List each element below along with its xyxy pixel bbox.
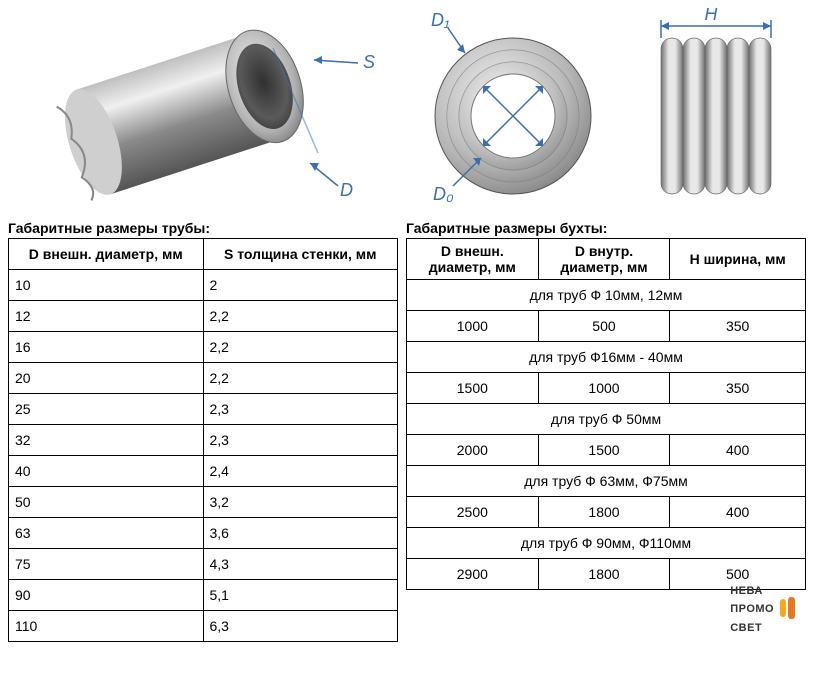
table-row: 122,2 (9, 301, 398, 332)
group-label: для труб Ф16мм - 40мм (407, 342, 806, 373)
cell-d-out: 2000 (407, 435, 539, 466)
table-row: 1000500350 (407, 311, 806, 342)
cell-d-in: 500 (538, 311, 670, 342)
table-row: 162,2 (9, 332, 398, 363)
table-left-title: Габаритные размеры трубы: (8, 220, 398, 236)
cell-d: 40 (9, 456, 204, 487)
cell-d-in: 1500 (538, 435, 670, 466)
cell-s: 2,3 (203, 394, 398, 425)
label-d1: D₁ (431, 10, 450, 30)
diagram-ring: D₁ D₀ (398, 8, 628, 208)
cell-d: 12 (9, 301, 204, 332)
table-row: 202,2 (9, 363, 398, 394)
table-pipe-sizes: D внешн. диаметр, мм S толщина стенки, м… (8, 238, 398, 642)
cell-d-out: 2900 (407, 559, 539, 590)
col-header: S толщина стенки, мм (203, 239, 398, 270)
cell-s: 2,4 (203, 456, 398, 487)
table-row: 402,4 (9, 456, 398, 487)
cell-s: 3,2 (203, 487, 398, 518)
cell-h: 350 (670, 373, 806, 404)
cell-s: 2,2 (203, 332, 398, 363)
logo: НЕВА ПРОМО СВЕТ (730, 582, 796, 634)
table-group-label-row: для труб Ф 10мм, 12мм (407, 280, 806, 311)
cell-d: 63 (9, 518, 204, 549)
cell-d: 16 (9, 332, 204, 363)
group-label: для труб Ф 90мм, Ф110мм (407, 528, 806, 559)
cell-d-out: 2500 (407, 497, 539, 528)
cell-d: 20 (9, 363, 204, 394)
cell-d: 90 (9, 580, 204, 611)
table-row: 252,3 (9, 394, 398, 425)
table-row: 503,2 (9, 487, 398, 518)
table-group-label-row: для труб Ф 90мм, Ф110мм (407, 528, 806, 559)
cell-d-in: 1800 (538, 497, 670, 528)
group-label: для труб Ф 10мм, 12мм (407, 280, 806, 311)
cell-d-in: 1000 (538, 373, 670, 404)
table-coil-sizes: D внешн. диаметр, мм D внутр. диаметр, м… (406, 238, 806, 590)
col-header: D внешн. диаметр, мм (407, 239, 539, 280)
cell-s: 4,3 (203, 549, 398, 580)
logo-bars-icon (780, 597, 796, 619)
cell-h: 350 (670, 311, 806, 342)
cell-s: 3,6 (203, 518, 398, 549)
logo-line1: НЕВА (730, 585, 763, 597)
logo-line3: СВЕТ (730, 622, 762, 634)
cell-s: 2,3 (203, 425, 398, 456)
table-row: 15001000350 (407, 373, 806, 404)
table-row: 1106,3 (9, 611, 398, 642)
cell-s: 2,2 (203, 363, 398, 394)
table-row: 102 (9, 270, 398, 301)
table-row: 322,3 (9, 425, 398, 456)
cell-d: 50 (9, 487, 204, 518)
cell-d-in: 1800 (538, 559, 670, 590)
diagram-coil: H (628, 8, 798, 208)
cell-d-out: 1500 (407, 373, 539, 404)
table-group-label-row: для труб Ф16мм - 40мм (407, 342, 806, 373)
label-d: D (340, 180, 353, 200)
label-s: S (363, 52, 375, 72)
cell-d: 32 (9, 425, 204, 456)
table-row: 25001800400 (407, 497, 806, 528)
col-header: D внешн. диаметр, мм (9, 239, 204, 270)
table-row: 20001500400 (407, 435, 806, 466)
group-label: для труб Ф 50мм (407, 404, 806, 435)
cell-d-out: 1000 (407, 311, 539, 342)
diagram-pipe: S D (8, 8, 398, 208)
label-h: H (705, 8, 719, 24)
cell-s: 2 (203, 270, 398, 301)
col-header: D внутр. диаметр, мм (538, 239, 670, 280)
cell-s: 5,1 (203, 580, 398, 611)
cell-h: 400 (670, 497, 806, 528)
cell-s: 6,3 (203, 611, 398, 642)
table-group-label-row: для труб Ф 50мм (407, 404, 806, 435)
group-label: для труб Ф 63мм, Ф75мм (407, 466, 806, 497)
logo-line2: ПРОМО (730, 603, 774, 615)
cell-d: 25 (9, 394, 204, 425)
col-header: H ширина, мм (670, 239, 806, 280)
table-row: 633,6 (9, 518, 398, 549)
table-group-label-row: для труб Ф 63мм, Ф75мм (407, 466, 806, 497)
table-row: 905,1 (9, 580, 398, 611)
cell-d: 110 (9, 611, 204, 642)
table-right-title: Габаритные размеры бухты: (406, 220, 806, 236)
cell-s: 2,2 (203, 301, 398, 332)
cell-d: 10 (9, 270, 204, 301)
cell-d: 75 (9, 549, 204, 580)
table-row: 754,3 (9, 549, 398, 580)
cell-h: 400 (670, 435, 806, 466)
label-d0: D₀ (433, 184, 454, 204)
